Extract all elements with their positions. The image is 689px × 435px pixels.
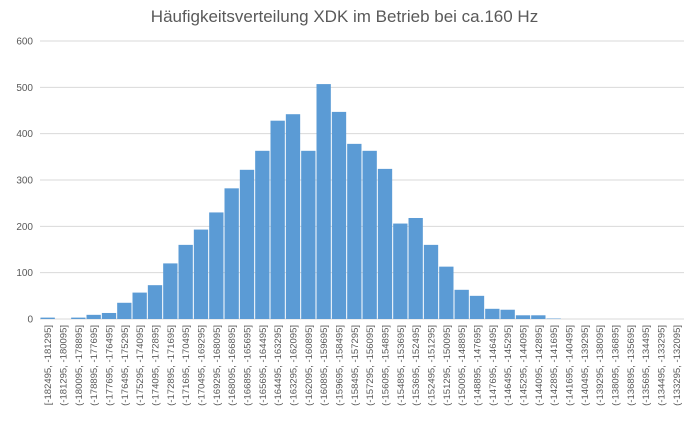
y-tick-label: 300 xyxy=(16,176,33,187)
x-tick-label: (-157295, -156095] xyxy=(365,325,376,406)
x-tick-label: (-133295, -132095] xyxy=(672,325,683,406)
x-tick-label: (-135695, -134495] xyxy=(641,325,652,406)
bar xyxy=(40,317,55,319)
x-tick-label: (-154895, -153695] xyxy=(396,325,407,406)
bar xyxy=(316,84,331,319)
bar xyxy=(454,289,469,319)
bar xyxy=(255,150,270,319)
gridlines xyxy=(40,40,684,320)
bar xyxy=(439,266,454,319)
x-tick-label: (-159695, -158495] xyxy=(335,325,346,406)
x-tick-label: (-181295, -180095] xyxy=(59,325,70,406)
bar xyxy=(285,114,301,319)
x-tick-label: (-174095, -172895] xyxy=(151,325,162,406)
bar xyxy=(193,229,209,319)
x-tick-label: (-146495, -145295] xyxy=(503,325,514,406)
bar xyxy=(132,292,147,319)
x-tick-label: (-168095, -166895] xyxy=(227,325,238,406)
bar xyxy=(71,317,86,319)
x-tick-label: (-136895, -135695] xyxy=(626,325,637,406)
y-tick-label: 100 xyxy=(16,268,33,279)
bar xyxy=(101,312,117,319)
bar xyxy=(209,212,224,319)
y-tick-label: 600 xyxy=(16,37,33,48)
y-tick-labels: 0 100 200 300 400 500 600 xyxy=(16,37,33,326)
bar xyxy=(147,285,163,319)
bar xyxy=(224,188,239,319)
y-tick-label: 500 xyxy=(16,83,33,94)
bar xyxy=(408,217,423,319)
x-tick-label: (-134495, -133295] xyxy=(657,325,668,406)
bar xyxy=(239,169,255,319)
x-tick-label: (-175295, -174095] xyxy=(135,325,146,406)
bar xyxy=(270,120,285,320)
bar xyxy=(377,168,393,319)
bar xyxy=(469,295,485,319)
x-tick-label: (-166895, -165695] xyxy=(243,325,254,406)
x-tick-label: (-144095, -142895] xyxy=(534,325,545,406)
bar xyxy=(515,315,531,319)
x-tick-label: (-138095, -136895] xyxy=(611,325,622,406)
bar xyxy=(117,302,132,319)
x-tick-label: (-169295, -168095] xyxy=(212,325,223,406)
bar xyxy=(178,244,193,319)
bar xyxy=(423,244,439,319)
bar xyxy=(301,150,316,319)
bar xyxy=(347,143,362,319)
bar xyxy=(531,315,546,319)
x-tick-label: (-172895, -171695] xyxy=(166,325,177,406)
x-tick-label: (-153695, -152495] xyxy=(411,325,422,406)
x-tick-label: (-156095, -154895] xyxy=(381,325,392,406)
x-tick-label: (-171695, -170495] xyxy=(181,325,192,406)
x-tick-label: (-177695, -176495] xyxy=(105,325,116,406)
bar xyxy=(331,111,347,319)
x-tick-label: (-163295, -162095] xyxy=(289,325,300,406)
x-tick-label: (-139295, -138095] xyxy=(595,325,606,406)
bar xyxy=(86,314,101,319)
chart-title: Häufigkeitsverteilung XDK im Betrieb bei… xyxy=(150,7,539,26)
x-tick-label: (-162095, -160895] xyxy=(304,325,315,406)
x-tick-label: (-141695, -140495] xyxy=(565,325,576,406)
bar xyxy=(500,309,515,319)
x-tick-label: (-176495, -175295] xyxy=(120,325,131,406)
x-tick-label: (-165695, -164495] xyxy=(258,325,269,406)
x-tick-label: (-152495, -151295] xyxy=(427,325,438,406)
bar xyxy=(393,223,408,319)
bars xyxy=(40,84,561,320)
bar xyxy=(163,263,178,319)
x-tick-label: (-140495, -139295] xyxy=(580,325,591,406)
x-tick-label: (-158495, -157295] xyxy=(350,325,361,406)
y-tick-label: 0 xyxy=(27,315,33,326)
x-tick-labels: [-182495, -181295] (-181295, -180095] (-18… xyxy=(43,325,683,406)
x-tick-label: (-164495, -163295] xyxy=(273,325,284,406)
x-tick-label: (-150095, -148895] xyxy=(457,325,468,406)
x-tick-label: (-145295, -144095] xyxy=(519,325,530,406)
x-tick-label: (-142895, -141695] xyxy=(549,325,560,406)
x-tick-label: (-178895, -177695] xyxy=(89,325,100,406)
x-tick-label: (-151295, -150095] xyxy=(442,325,453,406)
bar xyxy=(485,308,500,319)
x-tick-label: (-148895, -147695] xyxy=(473,325,484,406)
x-tick-label: (-170495, -169295] xyxy=(197,325,208,406)
x-tick-label: [-182495, -181295] xyxy=(43,325,54,405)
x-tick-label: (-180095, -178895] xyxy=(74,325,85,406)
y-tick-label: 400 xyxy=(16,129,33,140)
bar xyxy=(362,150,377,319)
x-tick-label: (-160895, -159695] xyxy=(319,325,330,406)
x-tick-label: (-147695, -146495] xyxy=(488,325,499,406)
y-tick-label: 200 xyxy=(16,222,33,233)
